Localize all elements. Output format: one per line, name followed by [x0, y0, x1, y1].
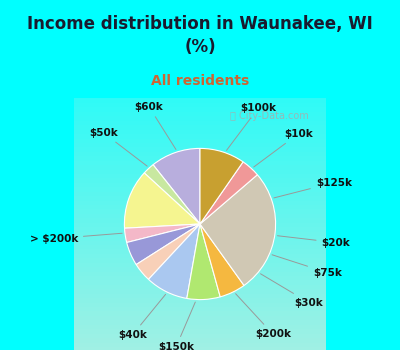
Text: $40k: $40k — [118, 294, 166, 340]
Text: Income distribution in Waunakee, WI
(%): Income distribution in Waunakee, WI (%) — [27, 15, 373, 56]
Text: ⓘ City-Data.com: ⓘ City-Data.com — [230, 111, 309, 121]
Text: $200k: $200k — [236, 294, 291, 339]
Wedge shape — [200, 162, 257, 224]
Wedge shape — [144, 165, 200, 224]
Wedge shape — [200, 175, 276, 286]
Text: $30k: $30k — [260, 274, 323, 308]
Wedge shape — [127, 224, 200, 265]
Text: > $200k: > $200k — [30, 233, 122, 244]
Text: $150k: $150k — [158, 302, 195, 350]
Wedge shape — [136, 224, 200, 279]
Wedge shape — [148, 224, 200, 299]
Wedge shape — [124, 173, 200, 228]
Wedge shape — [153, 148, 200, 224]
Text: $100k: $100k — [226, 103, 276, 150]
Wedge shape — [187, 224, 220, 300]
Text: $20k: $20k — [278, 236, 350, 247]
Wedge shape — [124, 224, 200, 243]
Text: $75k: $75k — [272, 255, 342, 278]
Wedge shape — [200, 148, 243, 224]
Text: All residents: All residents — [151, 74, 249, 88]
Text: $125k: $125k — [274, 178, 352, 198]
Text: $50k: $50k — [89, 128, 147, 166]
Text: $10k: $10k — [254, 129, 312, 167]
Text: $60k: $60k — [134, 102, 176, 149]
Wedge shape — [200, 224, 244, 297]
